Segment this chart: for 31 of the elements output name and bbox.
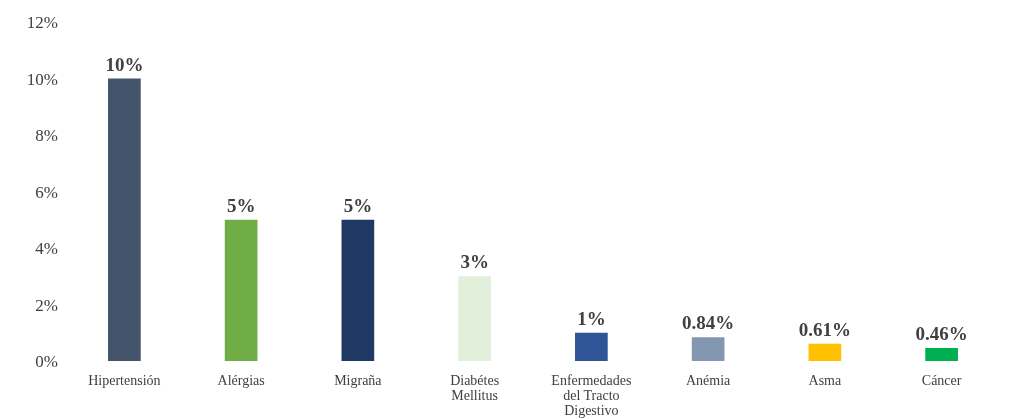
x-tick-label: Enfermedades del Tracto Digestivo	[551, 373, 632, 418]
bar	[925, 348, 958, 361]
x-tick-label: Cáncer	[921, 373, 962, 388]
x-tick-label: Alérgias	[217, 373, 265, 388]
data-label: 1%	[577, 307, 606, 329]
y-tick-label: 2%	[35, 295, 58, 315]
x-tick-label: Anémia	[685, 373, 732, 388]
bar	[575, 332, 608, 361]
y-tick-label: 0%	[35, 352, 58, 372]
y-tick-label: 10%	[26, 69, 58, 89]
bar	[341, 219, 375, 361]
data-label: 0.61%	[798, 318, 851, 340]
bar	[808, 343, 842, 361]
data-label: 0.84%	[682, 312, 735, 334]
y-tick-label: 6%	[35, 182, 58, 202]
bar	[224, 219, 258, 361]
bar	[691, 337, 725, 361]
y-tick-label: 8%	[35, 126, 58, 146]
data-label: 5%	[226, 194, 256, 216]
data-label: 10%	[105, 53, 144, 75]
x-tick-label: Diabétes Mellitus	[450, 373, 500, 403]
x-tick-label: Asma	[808, 373, 842, 388]
y-tick-label: 12%	[26, 13, 58, 33]
data-label: 0.46%	[915, 323, 968, 345]
bar	[458, 276, 491, 361]
y-tick-label: 4%	[35, 239, 58, 259]
data-label: 3%	[460, 251, 489, 273]
data-label: 5%	[343, 194, 373, 216]
bar	[108, 78, 141, 361]
x-tick-label: Migraña	[334, 373, 383, 388]
x-tick-label: Hipertensión	[88, 373, 161, 388]
